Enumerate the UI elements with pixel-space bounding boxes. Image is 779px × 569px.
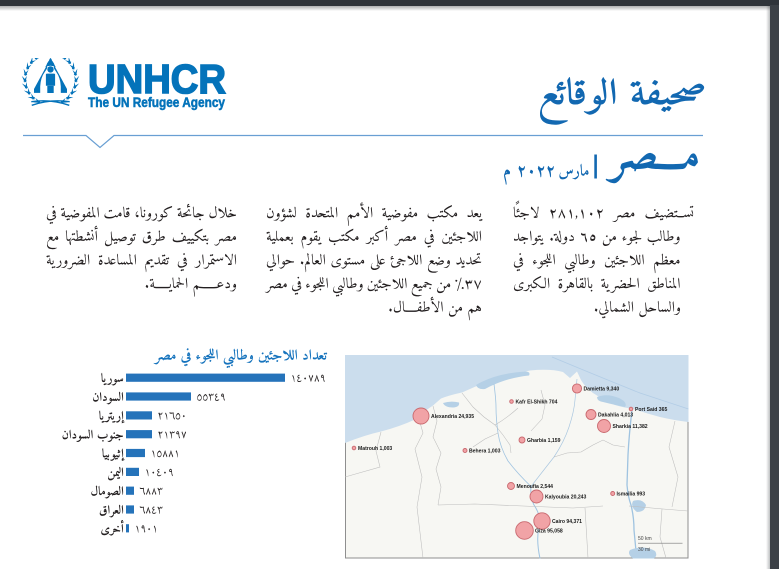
svg-text:UNHCR: UNHCR <box>88 56 226 102</box>
svg-text:Sharkia 11,382: Sharkia 11,382 <box>613 424 648 430</box>
svg-text:Ismailia 993: Ismailia 993 <box>617 491 646 497</box>
svg-text:Kafr El-Shikh 704: Kafr El-Shikh 704 <box>516 399 558 405</box>
svg-text:Alexandria 24,935: Alexandria 24,935 <box>431 414 474 420</box>
svg-text:30 mi: 30 mi <box>638 547 650 553</box>
svg-text:Matrouh 1,003: Matrouh 1,003 <box>358 446 392 452</box>
svg-text:The UN Refugee Agency: The UN Refugee Agency <box>88 95 225 111</box>
svg-text:Giza 95,058: Giza 95,058 <box>535 528 563 534</box>
svg-text:Dakahlia 4,013: Dakahlia 4,013 <box>598 412 633 418</box>
svg-text:Gharbia 1,159: Gharbia 1,159 <box>527 438 561 444</box>
svg-text:50 km: 50 km <box>638 536 652 542</box>
svg-text:Menoufia 2,544: Menoufia 2,544 <box>517 484 554 490</box>
svg-text:Kalyoubia 20,243: Kalyoubia 20,243 <box>545 494 587 500</box>
svg-text:Damietta 9,340: Damietta 9,340 <box>584 386 620 392</box>
svg-text:Cairo 94,371: Cairo 94,371 <box>552 519 582 525</box>
svg-text:Behera 1,003: Behera 1,003 <box>469 448 501 454</box>
svg-text:Port Said 365: Port Said 365 <box>635 407 667 413</box>
